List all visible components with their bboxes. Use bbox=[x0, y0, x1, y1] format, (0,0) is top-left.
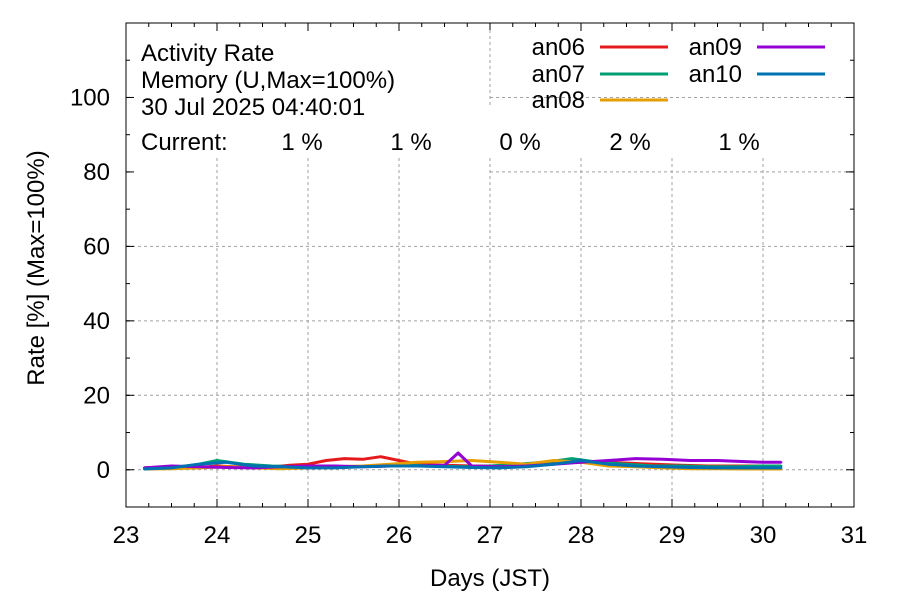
data-point-an10 bbox=[497, 466, 501, 470]
current-label: Current: bbox=[141, 129, 228, 156]
x-tick-label: 29 bbox=[659, 522, 686, 549]
data-point-an10 bbox=[197, 462, 200, 466]
data-point-an06 bbox=[325, 459, 328, 462]
data-point-an07 bbox=[215, 459, 219, 462]
current-value-an10: 1 % bbox=[718, 129, 759, 156]
data-point-an10 bbox=[416, 464, 419, 468]
series-lines bbox=[143, 451, 783, 471]
data-point-an10 bbox=[525, 465, 528, 468]
data-point-an09 bbox=[607, 459, 610, 462]
legend-label-an10: an10 bbox=[689, 61, 742, 88]
chart-title-line-3: 30 Jul 2025 04:40:01 bbox=[141, 94, 365, 121]
data-point-an10 bbox=[361, 465, 364, 468]
data-point-an10 bbox=[388, 464, 392, 468]
chart-title-line-1: Activity Rate bbox=[141, 40, 274, 67]
x-tick-label: 24 bbox=[204, 522, 231, 549]
data-point-an10 bbox=[224, 461, 228, 464]
data-point-an10 bbox=[689, 466, 692, 469]
data-point-an10 bbox=[252, 464, 255, 468]
x-tick-label: 26 bbox=[386, 522, 413, 549]
y-tick-label: 80 bbox=[83, 159, 110, 186]
data-point-an09 bbox=[689, 459, 692, 462]
data-point-an10 bbox=[780, 466, 783, 470]
current-value-an09: 2 % bbox=[609, 129, 650, 156]
y-tick-label: 0 bbox=[97, 457, 110, 484]
data-point-an10 bbox=[443, 465, 446, 468]
data-point-an10 bbox=[579, 459, 583, 462]
data-point-an09 bbox=[224, 466, 228, 469]
y-tick-label: 100 bbox=[70, 84, 110, 111]
y-tick-label: 40 bbox=[83, 308, 110, 335]
data-point-an10 bbox=[170, 466, 173, 470]
data-point-an06 bbox=[361, 458, 364, 461]
data-point-an10 bbox=[661, 465, 665, 468]
chart-title-line-2: Memory (U,Max=100%) bbox=[141, 67, 395, 94]
data-point-an09 bbox=[761, 461, 765, 464]
data-point-an09 bbox=[197, 465, 200, 468]
data-point-an10 bbox=[334, 466, 337, 470]
data-point-an06 bbox=[343, 457, 346, 460]
x-tick-label: 27 bbox=[477, 522, 504, 549]
current-value-an06: 1 % bbox=[281, 129, 322, 156]
data-point-an07 bbox=[570, 457, 574, 460]
data-point-an09 bbox=[780, 461, 783, 464]
data-point-an10 bbox=[607, 462, 610, 466]
data-point-an08 bbox=[497, 461, 501, 464]
grid bbox=[126, 96, 854, 507]
data-point-an06 bbox=[379, 455, 382, 458]
plot-frame bbox=[125, 22, 855, 508]
data-point-an10 bbox=[552, 462, 555, 466]
data-point-an10 bbox=[716, 466, 719, 470]
data-point-an09 bbox=[634, 457, 637, 460]
data-point-an08 bbox=[443, 460, 446, 463]
data-point-an08 bbox=[470, 459, 473, 462]
data-point-an10 bbox=[634, 464, 637, 468]
legend: an06 an07 an08 an09 an10 bbox=[532, 34, 825, 114]
x-tick-label: 25 bbox=[295, 522, 322, 549]
x-tick-label: 23 bbox=[113, 522, 140, 549]
axis-ticks: 0 20 40 60 80 100 23 24 25 26 27 28 29 30 31 bbox=[70, 22, 868, 549]
x-tick-label: 28 bbox=[568, 522, 595, 549]
data-point-an09 bbox=[456, 451, 460, 455]
data-point-an09 bbox=[743, 460, 746, 463]
series-an10 bbox=[143, 459, 783, 471]
legend-label-an09: an09 bbox=[689, 34, 742, 61]
y-axis-label: Rate [%] (Max=100%) bbox=[23, 150, 50, 385]
data-point-an10 bbox=[279, 465, 282, 468]
data-point-an10 bbox=[143, 467, 146, 471]
x-tick-label: 31 bbox=[841, 522, 868, 549]
data-point-an08 bbox=[416, 461, 419, 464]
data-point-an10 bbox=[743, 466, 746, 470]
series-line-an09 bbox=[144, 451, 782, 470]
data-point-an09 bbox=[716, 459, 719, 462]
data-point-an10 bbox=[306, 466, 310, 470]
x-tick-label: 30 bbox=[750, 522, 777, 549]
data-point-an08 bbox=[552, 459, 555, 462]
x-axis-label: Days (JST) bbox=[430, 565, 550, 592]
data-point-an10 bbox=[470, 466, 473, 469]
series-line-an10 bbox=[144, 459, 782, 471]
data-point-an09 bbox=[661, 458, 665, 461]
legend-label-an08: an08 bbox=[532, 87, 585, 114]
current-value-an07: 1 % bbox=[390, 129, 431, 156]
y-tick-label: 20 bbox=[83, 382, 110, 409]
current-value-an08: 0 % bbox=[499, 129, 540, 156]
legend-label-an06: an06 bbox=[532, 34, 585, 61]
legend-label-an07: an07 bbox=[532, 61, 585, 88]
data-point-an06 bbox=[397, 459, 401, 462]
y-tick-label: 60 bbox=[83, 233, 110, 260]
